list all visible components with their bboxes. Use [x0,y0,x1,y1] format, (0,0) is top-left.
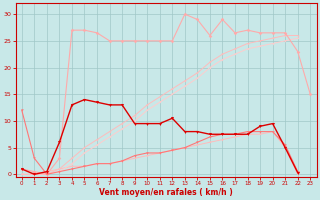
X-axis label: Vent moyen/en rafales ( km/h ): Vent moyen/en rafales ( km/h ) [99,188,233,197]
